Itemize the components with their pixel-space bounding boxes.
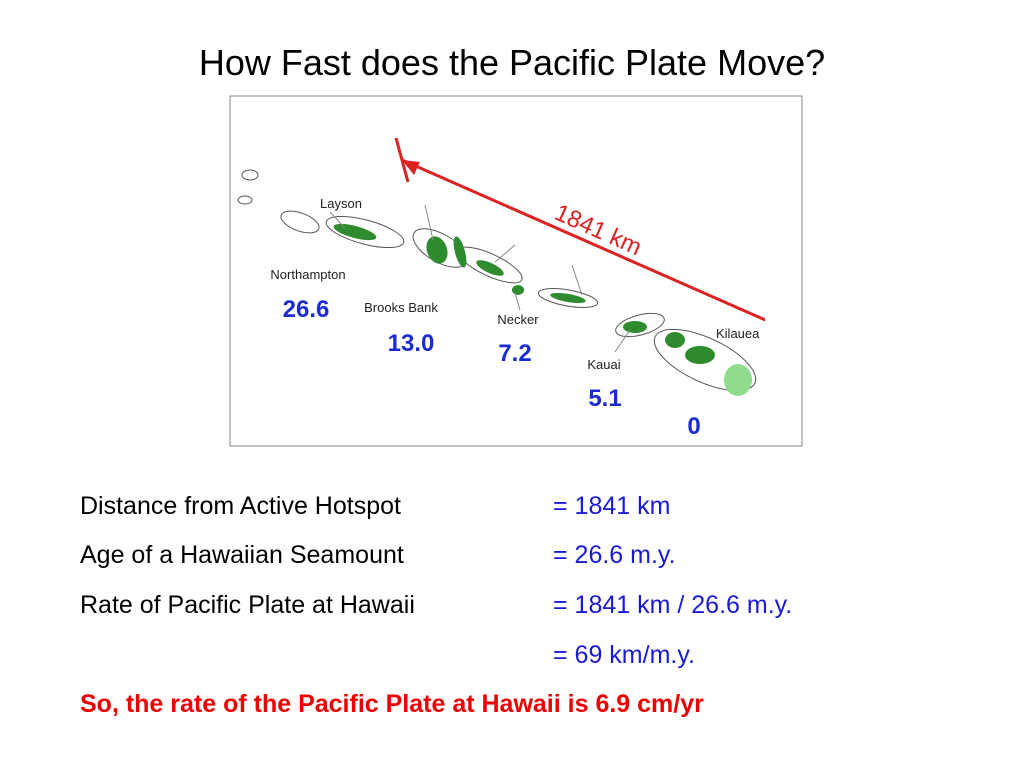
island-name: Kilauea	[716, 326, 760, 341]
row-value: = 69 km/m.y.	[553, 641, 695, 669]
island-age: 7.2	[498, 340, 531, 367]
island-age: 26.6	[283, 296, 330, 323]
conclusion: So, the rate of the Pacific Plate at Haw…	[80, 690, 704, 718]
row-label: Distance from Active Hotspot	[80, 492, 401, 520]
island-age: 13.0	[388, 330, 435, 357]
island-age: 5.1	[588, 385, 621, 412]
island-name: Layson	[320, 196, 362, 211]
island-name: Brooks Bank	[364, 300, 438, 315]
hotspot	[724, 364, 752, 396]
calculation: Distance from Active Hotspot = 1841 km A…	[80, 492, 792, 669]
slide-title: How Fast does the Pacific Plate Move?	[199, 42, 825, 83]
row-value: = 26.6 m.y.	[553, 541, 676, 569]
island-age: 0	[687, 413, 700, 440]
row-label: Age of a Hawaiian Seamount	[80, 541, 404, 569]
map: 1841 km Layson Northampton 26.6 Brooks B…	[237, 137, 765, 440]
row-value: = 1841 km / 26.6 m.y.	[553, 591, 792, 619]
row-label: Rate of Pacific Plate at Hawaii	[80, 591, 415, 619]
island-name: Northampton	[270, 267, 345, 282]
island-name: Kauai	[587, 357, 620, 372]
row-value: = 1841 km	[553, 492, 670, 520]
island-name: Necker	[497, 312, 539, 327]
